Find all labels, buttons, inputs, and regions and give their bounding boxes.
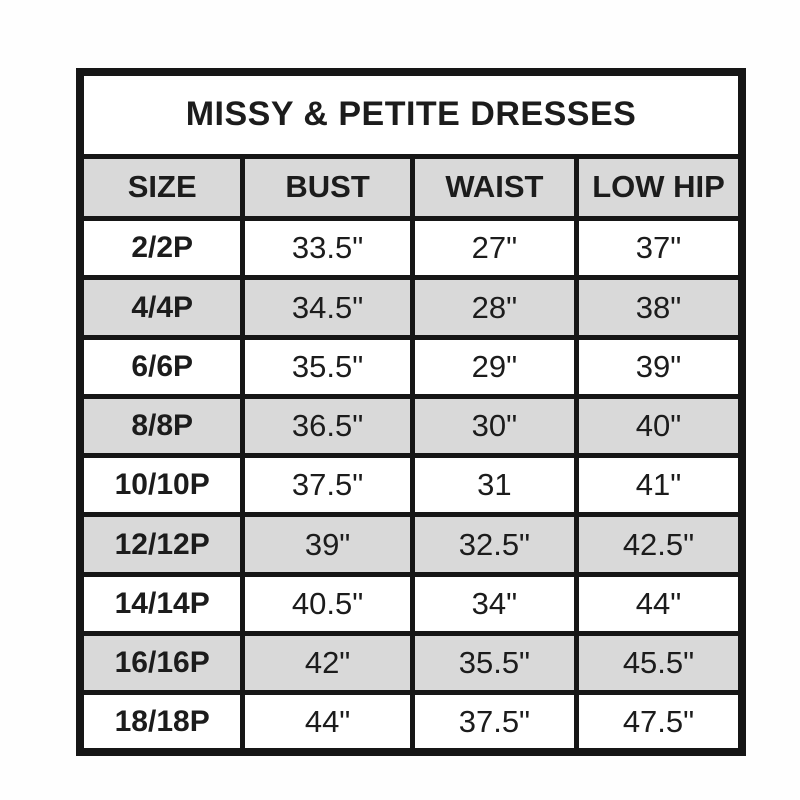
waist-cell: 29" [409,334,579,399]
lowhip-cell: 45.5" [573,630,745,696]
size-cell: 6/6P [77,334,246,399]
waist-cell: 28" [409,275,579,340]
waist-cell: 30" [409,393,579,459]
table-row: 10/10P 37.5" 31 41" [77,453,745,518]
bust-cell: 33.5" [240,216,415,281]
bust-cell: 40.5" [240,571,415,636]
size-chart-table: MISSY & PETITE DRESSES SIZE BUST WAIST L… [76,68,746,756]
size-cell: 4/4P [77,275,246,340]
lowhip-cell: 39" [573,334,745,399]
bust-cell: 34.5" [240,275,415,340]
bust-cell: 42" [240,630,415,696]
chart-title: MISSY & PETITE DRESSES [77,69,745,159]
size-cell: 18/18P [77,690,246,755]
table-row: 4/4P 34.5" 28" 38" [77,275,745,340]
lowhip-cell: 42.5" [573,512,745,577]
column-header-lowhip: LOW HIP [573,153,745,222]
bust-cell: 35.5" [240,334,415,399]
waist-cell: 34" [409,571,579,636]
lowhip-cell: 37" [573,216,745,281]
column-header-waist: WAIST [409,153,579,222]
table-row: 6/6P 35.5" 29" 39" [77,334,745,399]
waist-cell: 27" [409,216,579,281]
waist-cell: 31 [409,453,579,518]
bust-cell: 36.5" [240,393,415,459]
waist-cell: 32.5" [409,512,579,577]
lowhip-cell: 38" [573,275,745,340]
lowhip-cell: 47.5" [573,690,745,755]
bust-cell: 37.5" [240,453,415,518]
size-cell: 8/8P [77,393,246,459]
size-cell: 16/16P [77,630,246,696]
lowhip-cell: 40" [573,393,745,459]
table-row: 12/12P 39" 32.5" 42.5" [77,512,745,577]
bust-cell: 44" [240,690,415,755]
waist-cell: 37.5" [409,690,579,755]
size-cell: 10/10P [77,453,246,518]
bust-cell: 39" [240,512,415,577]
table-row: 16/16P 42" 35.5" 45.5" [77,630,745,696]
column-header-bust: BUST [240,153,415,222]
waist-cell: 35.5" [409,630,579,696]
table-row: 14/14P 40.5" 34" 44" [77,571,745,636]
column-header-size: SIZE [77,153,246,222]
size-cell: 14/14P [77,571,246,636]
table-row: 8/8P 36.5" 30" 40" [77,393,745,459]
table-row: 18/18P 44" 37.5" 47.5" [77,690,745,755]
size-cell: 12/12P [77,512,246,577]
lowhip-cell: 44" [573,571,745,636]
table-row: 2/2P 33.5" 27" 37" [77,216,745,281]
header-row: SIZE BUST WAIST LOW HIP [77,153,745,222]
lowhip-cell: 41" [573,453,745,518]
title-row: MISSY & PETITE DRESSES [77,69,745,159]
size-cell: 2/2P [77,216,246,281]
